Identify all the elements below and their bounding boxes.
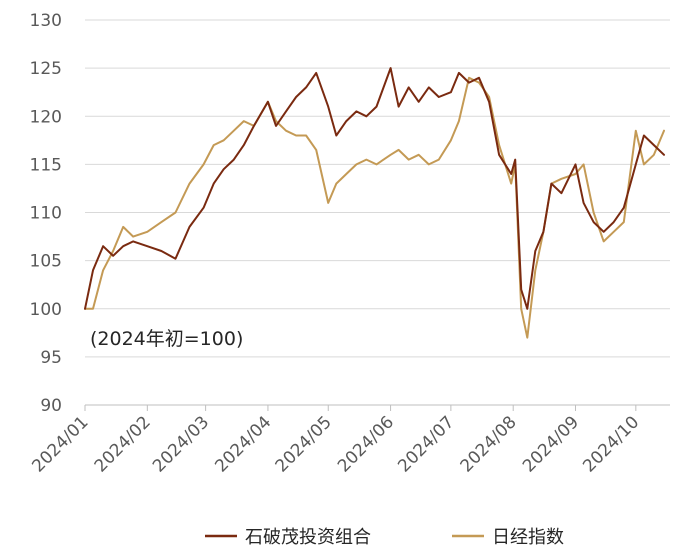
y-tick-label: 90 — [40, 396, 62, 416]
x-tick-label: 2024/06 — [334, 412, 398, 476]
x-tick-label: 2024/03 — [149, 412, 213, 476]
x-tick-label: 2024/08 — [457, 412, 521, 476]
legend: 石破茂投资组合 日经指数 — [205, 527, 564, 548]
x-tick-label: 2024/01 — [28, 412, 92, 476]
x-tick-label: 2024/09 — [519, 412, 583, 476]
base-annotation: (2024年初=100) — [90, 328, 243, 350]
x-tick-label: 2024/05 — [272, 412, 336, 476]
y-tick-label: 105 — [30, 252, 62, 272]
legend-label: 日经指数 — [492, 527, 564, 548]
y-tick-label: 120 — [30, 107, 62, 127]
x-tick-label: 2024/02 — [91, 412, 155, 476]
series-lines — [84, 67, 665, 339]
y-tick-label: 100 — [30, 300, 62, 320]
y-tick-label: 110 — [30, 204, 62, 224]
series-line — [84, 76, 665, 339]
gridlines — [85, 19, 670, 358]
x-tick-label: 2024/10 — [579, 412, 643, 476]
y-tick-label: 130 — [30, 11, 62, 31]
y-axis-tick-labels: 90 95 100 105 110 115 120 125 130 — [30, 11, 62, 416]
y-tick-label: 125 — [30, 59, 62, 79]
x-tick-label: 2024/04 — [211, 412, 275, 476]
series-line — [84, 67, 665, 310]
y-tick-label: 115 — [30, 155, 62, 175]
x-tick-label: 2024/07 — [394, 412, 458, 476]
y-tick-label: 95 — [40, 348, 62, 368]
legend-label: 石破茂投资组合 — [245, 527, 371, 548]
x-axis-ticks: 2024/012024/022024/032024/042024/052024/… — [28, 405, 643, 476]
